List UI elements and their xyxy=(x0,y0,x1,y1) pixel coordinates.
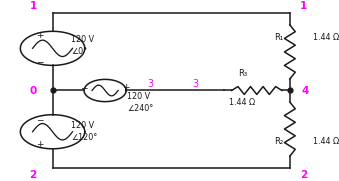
Text: ∠0°: ∠0° xyxy=(71,47,87,56)
Text: 2: 2 xyxy=(300,170,307,180)
Text: 0: 0 xyxy=(29,85,37,96)
Text: −: − xyxy=(80,83,88,92)
Text: ∠120°: ∠120° xyxy=(71,133,97,142)
Text: 3: 3 xyxy=(148,79,154,89)
Text: +: + xyxy=(36,31,44,40)
Text: 1.44 Ω: 1.44 Ω xyxy=(229,98,256,107)
Text: 120 V: 120 V xyxy=(127,92,150,101)
Text: −: − xyxy=(36,115,44,124)
Text: −: − xyxy=(36,57,44,66)
Text: 1: 1 xyxy=(29,1,37,11)
Text: 1.44 Ω: 1.44 Ω xyxy=(313,33,339,42)
Text: R₃: R₃ xyxy=(238,69,247,78)
Text: 3: 3 xyxy=(192,79,198,89)
Text: 4: 4 xyxy=(301,85,309,96)
Text: R₁: R₁ xyxy=(274,33,283,42)
Text: 120 V: 120 V xyxy=(71,35,94,44)
Text: 1: 1 xyxy=(300,1,307,11)
Text: 1.44 Ω: 1.44 Ω xyxy=(313,137,339,146)
Text: +: + xyxy=(36,140,44,149)
Text: 120 V: 120 V xyxy=(71,121,94,130)
Text: +: + xyxy=(122,83,130,92)
Text: ∠240°: ∠240° xyxy=(127,104,153,113)
Text: R₂: R₂ xyxy=(274,137,283,146)
Text: 2: 2 xyxy=(29,170,37,180)
